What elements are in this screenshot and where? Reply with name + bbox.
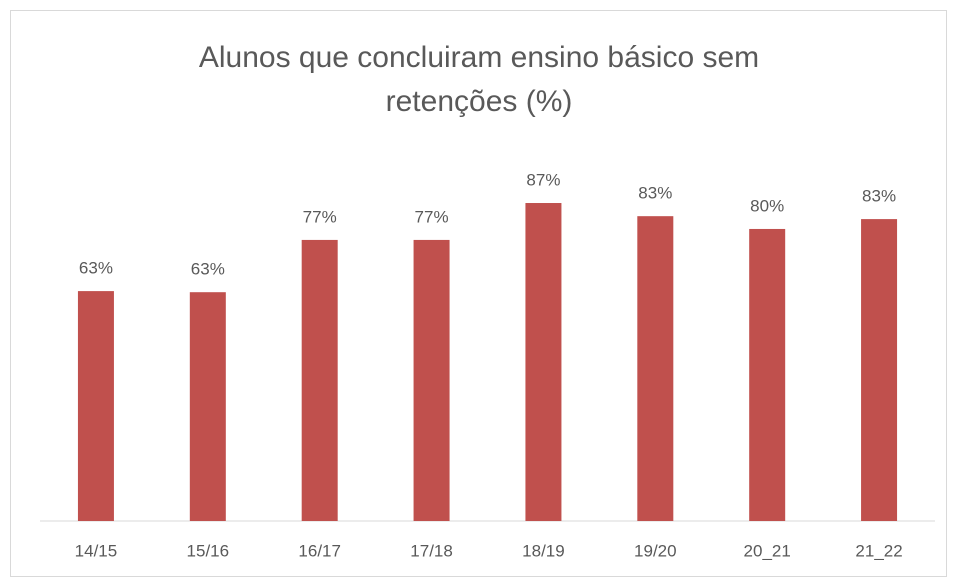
x-tick-label: 14/15	[75, 541, 118, 560]
value-label: 77%	[415, 207, 449, 226]
x-tick-label: 20_21	[744, 541, 791, 560]
bar	[77, 291, 114, 521]
bar	[749, 228, 786, 521]
value-label: 80%	[750, 196, 784, 215]
value-label: 77%	[303, 207, 337, 226]
x-tick-label: 15/16	[187, 541, 230, 560]
bar	[301, 239, 338, 522]
chart-frame	[10, 10, 947, 577]
value-label: 63%	[191, 260, 225, 279]
x-tick-label: 16/17	[298, 541, 341, 560]
bar	[637, 216, 674, 521]
x-tick-label: 21_22	[855, 541, 902, 560]
chart-title: Alunos que concluiram ensino básico sem …	[198, 41, 760, 118]
value-label: 63%	[79, 259, 113, 278]
x-tick-label: 18/19	[522, 541, 565, 560]
bar	[861, 219, 898, 522]
value-label: 87%	[526, 170, 560, 189]
x-tick-label: 17/18	[410, 541, 453, 560]
value-label: 83%	[638, 184, 672, 203]
bar	[525, 203, 562, 521]
bar	[189, 292, 226, 521]
value-label: 83%	[862, 187, 896, 206]
bar	[413, 239, 450, 522]
x-tick-label: 19/20	[634, 541, 677, 560]
